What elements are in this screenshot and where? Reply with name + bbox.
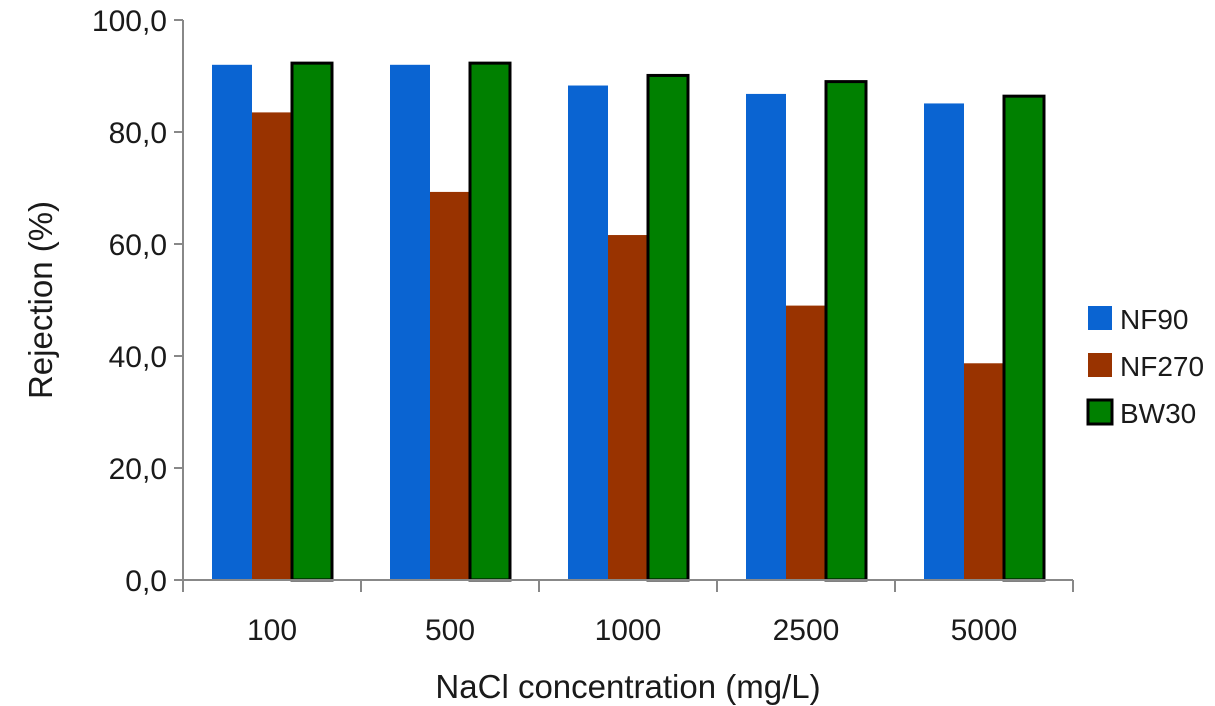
axes-layer (182, 20, 1073, 581)
bar-bw30-5000 (1002, 94, 1046, 582)
x-tick-label: 2500 (773, 614, 840, 647)
bar-nf270-100 (252, 112, 292, 581)
legend-swatch-nf270 (1088, 353, 1112, 377)
y-tick-label: 0,0 (125, 565, 167, 598)
bar-nf90-1000 (568, 85, 608, 581)
x-axis-title: NaCl concentration (mg/L) (435, 668, 820, 705)
bar-nf270-1000 (608, 235, 648, 581)
legend-swatch-nf90 (1088, 306, 1112, 330)
legend-label-bw30: BW30 (1120, 398, 1196, 429)
y-tick-label: 80,0 (109, 117, 167, 150)
y-tick-label: 20,0 (109, 453, 167, 486)
x-tick-label: 5000 (951, 614, 1018, 647)
bar-nf270-5000 (964, 363, 1004, 580)
bar-nf270-2500 (786, 305, 826, 580)
y-ticks: 0,0 20,0 40,0 60,0 80,0 100,0 (92, 5, 183, 598)
legend-swatch-bw30 (1086, 398, 1114, 426)
bar-bw30-1000 (646, 73, 690, 582)
bars-layer (212, 61, 1046, 582)
bar-bw30-500 (468, 61, 512, 582)
x-tick-label: 100 (247, 614, 297, 647)
bar-bw30-2500 (824, 80, 868, 582)
y-axis-title: Rejection (%) (22, 201, 59, 399)
bar-nf90-5000 (924, 103, 964, 580)
x-tick-label: 1000 (595, 614, 662, 647)
y-tick-label: 40,0 (109, 341, 167, 374)
y-tick-label: 100,0 (92, 5, 167, 38)
bar-nf90-500 (390, 64, 430, 581)
bar-nf270-500 (430, 191, 470, 581)
bar-bw30-100 (290, 61, 334, 582)
legend-label-nf90: NF90 (1120, 304, 1188, 335)
bar-nf90-2500 (746, 93, 786, 581)
y-tick-label: 60,0 (109, 229, 167, 262)
x-tick-label: 500 (425, 614, 475, 647)
legend: NF90 NF270 BW30 (1086, 304, 1204, 429)
x-ticks: 100 500 1000 2500 5000 (182, 580, 1074, 647)
legend-label-nf270: NF270 (1120, 351, 1204, 382)
bar-nf90-100 (212, 64, 252, 581)
